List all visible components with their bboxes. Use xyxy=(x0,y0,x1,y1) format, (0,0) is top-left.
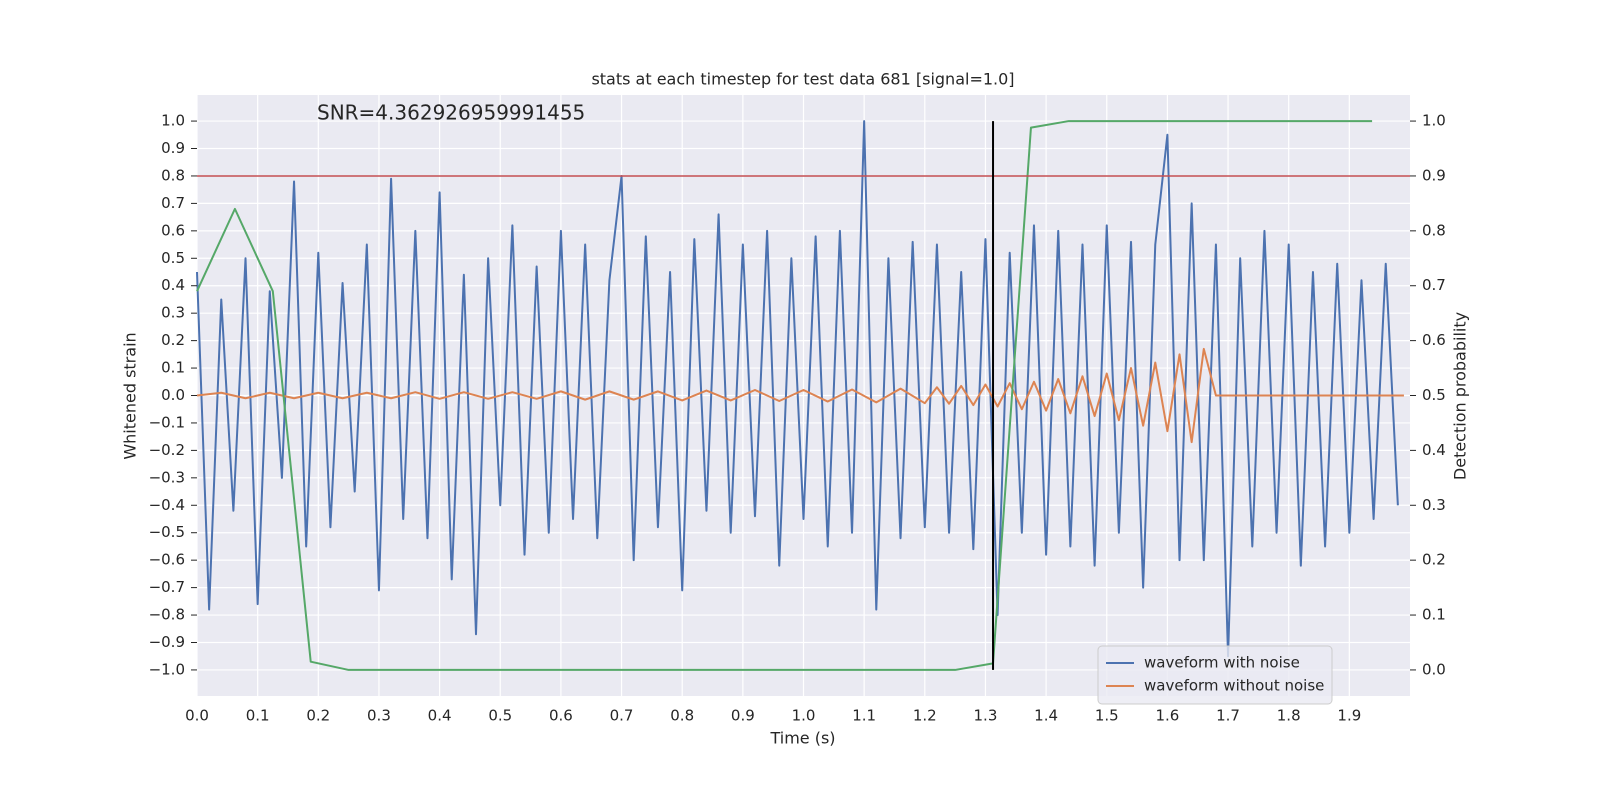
y-tick-label: −0.3 xyxy=(149,468,185,486)
y-tick-label: −0.1 xyxy=(149,413,185,431)
y2-axis-label: Detection probability xyxy=(1451,312,1470,480)
x-tick-label: 1.5 xyxy=(1095,707,1119,725)
x-tick-label: 0.6 xyxy=(549,707,573,725)
y-tick-label: 0.7 xyxy=(161,194,185,212)
x-tick-label: 0.2 xyxy=(306,707,330,725)
y-tick-label: 0.5 xyxy=(161,249,185,267)
y-tick-label: 1.0 xyxy=(161,112,185,130)
x-tick-label: 0.7 xyxy=(610,707,634,725)
x-tick-label: 0.0 xyxy=(185,707,209,725)
x-tick-label: 0.5 xyxy=(488,707,512,725)
x-tick-label: 1.7 xyxy=(1216,707,1240,725)
y-tick-label: −1.0 xyxy=(149,660,185,678)
y-tick-label: −0.7 xyxy=(149,578,185,596)
x-tick-label: 0.3 xyxy=(367,707,391,725)
x-tick-label: 1.4 xyxy=(1034,707,1058,725)
x-tick-label: 1.1 xyxy=(852,707,876,725)
y-tick-label: 0.6 xyxy=(161,221,185,239)
y-tick-label: 0.4 xyxy=(161,276,185,294)
y-tick-label: −0.9 xyxy=(149,633,185,651)
x-axis-label: Time (s) xyxy=(769,729,835,748)
y2-tick-label: 0.5 xyxy=(1422,386,1446,404)
series-line xyxy=(196,120,1399,658)
y-tick-label: 0.8 xyxy=(161,166,185,184)
y-tick-label: −0.2 xyxy=(149,441,185,459)
y2-tick-label: 0.6 xyxy=(1422,331,1446,349)
x-tick-label: 1.2 xyxy=(913,707,937,725)
legend-label: waveform with noise xyxy=(1144,654,1300,672)
y-tick-label: 0.2 xyxy=(161,331,185,349)
legend-box xyxy=(1097,645,1333,705)
y-axis-label: Whitened strain xyxy=(121,332,140,459)
y2-tick-label: 0.7 xyxy=(1422,276,1446,294)
y-tick-label: 0.1 xyxy=(161,359,185,377)
x-tick-label: 0.9 xyxy=(731,707,755,725)
series-line xyxy=(196,120,1373,671)
x-tick-label: 1.9 xyxy=(1337,707,1361,725)
y-tick-label: −0.4 xyxy=(149,496,185,514)
x-tick-label: 1.0 xyxy=(792,707,816,725)
y2-tick-label: 0.8 xyxy=(1422,221,1446,239)
y-tick-label: −0.6 xyxy=(149,551,185,569)
x-tick-label: 1.8 xyxy=(1277,707,1301,725)
y2-tick-label: 1.0 xyxy=(1422,112,1446,130)
series-line xyxy=(196,347,1404,444)
y2-tick-label: 0.9 xyxy=(1422,166,1446,184)
y-tick-label: 0.3 xyxy=(161,304,185,322)
y-tick-label: 0.9 xyxy=(161,139,185,157)
x-tick-label: 0.8 xyxy=(670,707,694,725)
y-tick-label: −0.5 xyxy=(149,523,185,541)
x-tick-label: 1.6 xyxy=(1155,707,1179,725)
y-tick-label: 0.0 xyxy=(161,386,185,404)
x-tick-label: 0.1 xyxy=(246,707,270,725)
y2-tick-label: 0.3 xyxy=(1422,496,1446,514)
x-tick-label: 0.4 xyxy=(428,707,452,725)
snr-annotation: SNR=4.362926959991455 xyxy=(317,101,585,125)
y2-tick-label: 0.4 xyxy=(1422,441,1446,459)
y2-tick-label: 0.2 xyxy=(1422,551,1446,569)
chart-title: stats at each timestep for test data 681… xyxy=(591,70,1014,89)
legend-label: waveform without noise xyxy=(1144,677,1324,695)
y2-tick-label: 0.1 xyxy=(1422,606,1446,624)
y-tick-label: −0.8 xyxy=(149,606,185,624)
y2-tick-label: 0.0 xyxy=(1422,660,1446,678)
x-tick-label: 1.3 xyxy=(974,707,998,725)
